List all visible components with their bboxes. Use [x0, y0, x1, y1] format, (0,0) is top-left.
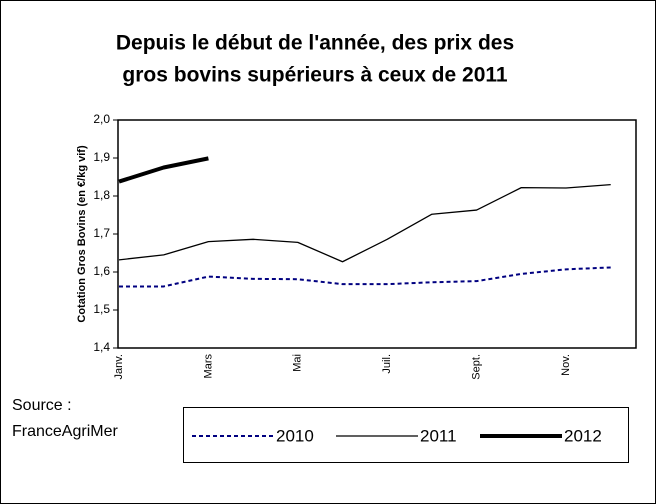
y-tick-label: 1,9 — [93, 150, 110, 164]
x-tick-label: Mai — [292, 354, 304, 372]
x-tick-label: Sept. — [471, 354, 483, 380]
y-tick-label: 1,7 — [93, 226, 110, 240]
source: Source : — [12, 397, 72, 414]
x-tick-label: Nov. — [560, 354, 572, 376]
x-tick-label: Juil. — [381, 354, 393, 374]
chart-title: Depuis le début de l'année, des prix des — [116, 32, 514, 55]
y-axis-label: Cotation Gros Bovins (en €/kg vif) — [76, 145, 88, 323]
series-line — [118, 183, 611, 263]
x-tick-label: Janv. — [113, 354, 125, 379]
y-tick-label: 1,5 — [93, 302, 110, 316]
y-tick-label: 2,0 — [93, 112, 110, 126]
y-tick-label: 1,8 — [93, 188, 110, 202]
legend-label: 2010 — [276, 426, 314, 445]
chart-title: gros bovins supérieurs à ceux de 2011 — [122, 64, 507, 87]
legend-label: 2012 — [564, 426, 602, 445]
y-tick-label: 1,6 — [93, 264, 110, 278]
y-tick-label: 1,4 — [93, 340, 110, 354]
x-tick-label: Mars — [202, 354, 214, 379]
series-line — [118, 156, 209, 184]
series-line — [119, 266, 611, 288]
legend-label: 2011 — [420, 426, 457, 445]
source: FranceAgriMer — [12, 423, 118, 440]
